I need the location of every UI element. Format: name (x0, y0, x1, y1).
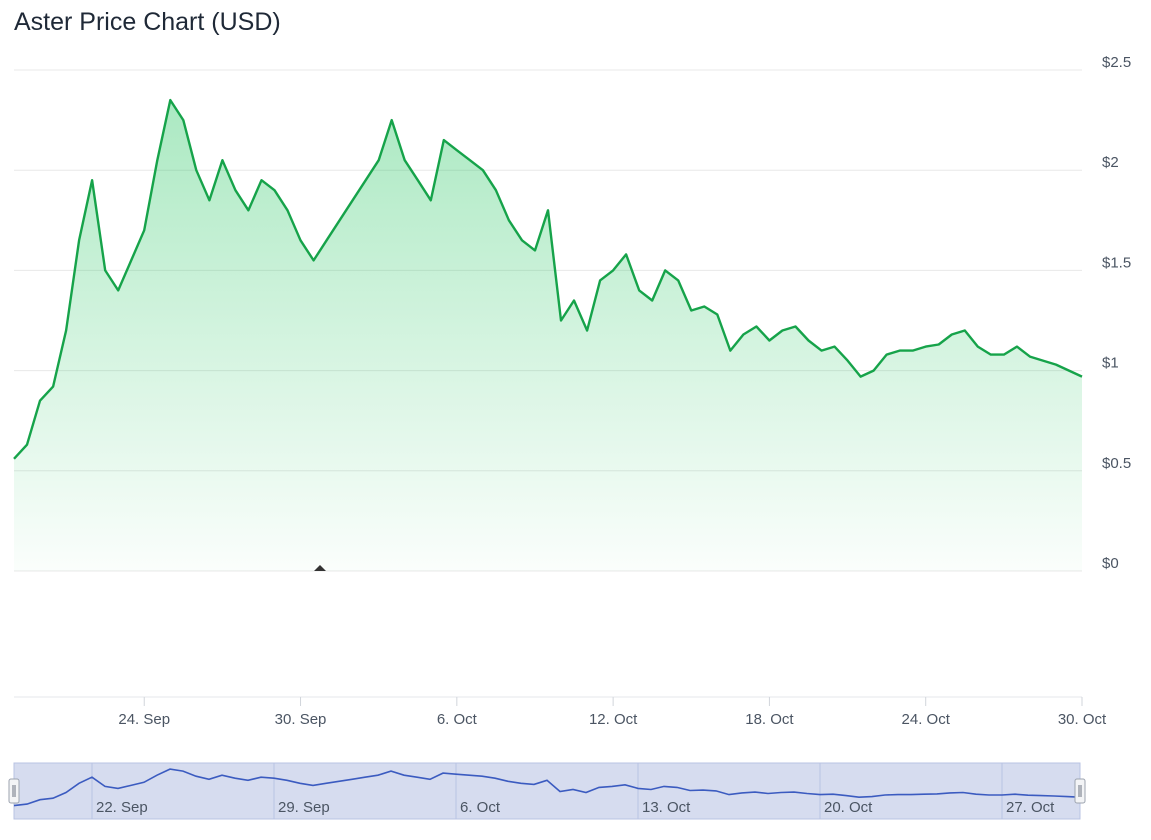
price-line[interactable] (13, 98, 1083, 460)
y-tick-label: $1.5 (1102, 254, 1131, 271)
navigator-tick-label: 13. Oct (642, 799, 691, 816)
y-tick-label: $2 (1102, 154, 1119, 171)
navigator-axis: 22. Sep 29. Sep 6. Oct 13. Oct 20. Oct 27. Oc… (96, 799, 1055, 816)
navigator[interactable]: 22. Sep 29. Sep 6. Oct 13. Oct 20. Oct 27. Oc… (8, 762, 1086, 820)
navigator-tick-label: 29. Sep (278, 799, 330, 816)
x-tick-label: 24. Oct (902, 711, 951, 728)
navigator-tick-label: 27. Oct (1006, 799, 1055, 816)
price-area (14, 100, 1082, 571)
y-tick-label: $2.5 (1102, 54, 1131, 71)
x-tick-label: 30. Oct (1058, 711, 1107, 728)
navigator-line (13, 768, 1081, 807)
x-tick-label: 12. Oct (589, 711, 638, 728)
y-tick-label: $0.5 (1102, 455, 1131, 472)
y-tick-label: $0 (1102, 555, 1119, 572)
x-tick-label: 6. Oct (437, 711, 478, 728)
navigator-grid (91, 763, 1003, 819)
x-tick-label: 24. Sep (118, 711, 170, 728)
x-tick-label: 18. Oct (745, 711, 794, 728)
navigator-right-handle[interactable] (1074, 778, 1086, 804)
range-marker-icon (314, 565, 326, 571)
navigator-tick-label: 6. Oct (460, 799, 501, 816)
x-tick-label: 30. Sep (275, 711, 327, 728)
navigator-tick-label: 20. Oct (824, 799, 873, 816)
navigator-tick-label: 22. Sep (96, 799, 148, 816)
y-tick-label: $1 (1102, 355, 1119, 372)
x-axis: 24. Sep 30. Sep 6. Oct 12. Oct 18. Oct 24. Oc… (118, 697, 1107, 728)
navigator-background (13, 762, 1081, 820)
chart-title: Aster Price Chart (USD) (14, 8, 281, 36)
y-axis: $0 $0.5 $1 $1.5 $2 $2.5 (1102, 54, 1131, 572)
navigator-left-handle[interactable] (8, 778, 20, 804)
